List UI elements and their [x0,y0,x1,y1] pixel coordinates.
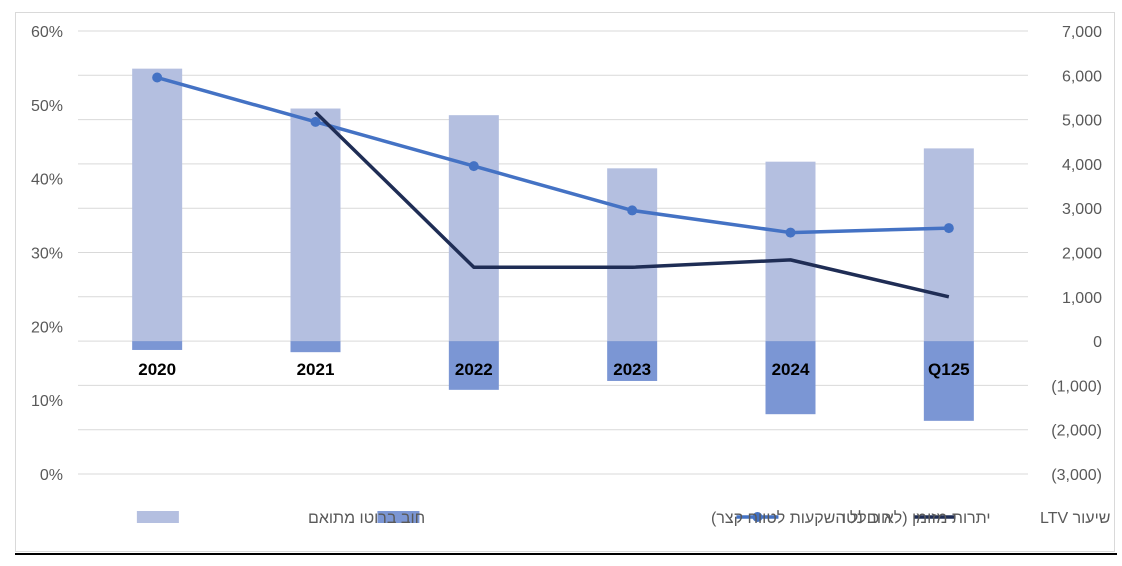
right-tick-label: 7,000 [1062,24,1102,41]
bar [607,168,658,342]
bar [290,108,341,342]
left-axis-ticks: 60% 50% 40% 30% 20% 10% 0% [31,24,63,484]
right-tick-label: (1,000) [1051,378,1102,395]
right-tick-label: 6,000 [1062,68,1102,85]
data-point [468,161,479,172]
bar [290,341,341,353]
data-point [627,205,638,216]
legend-item: חוב נטו [736,510,892,527]
left-tick-label: 0% [40,467,63,484]
bar [132,68,183,342]
legend-item: יתרות מזומן (לא כולל השקעות לטווח קצר) [377,509,991,527]
category-label: 2023 [613,360,651,379]
left-tick-label: 30% [31,246,63,263]
bar [923,341,974,421]
legend-marker [752,512,763,522]
left-tick-label: 20% [31,319,63,336]
right-tick-label: 3,000 [1062,201,1102,218]
legend-item: חוב ברוטו מתואם [136,510,425,527]
lines [152,72,954,299]
bars [132,68,974,421]
bottom-rule [15,553,1117,555]
legend-label: חוב נטו [842,510,892,527]
legend-swatch [377,511,420,523]
right-tick-label: (3,000) [1051,467,1102,484]
category-label: 2022 [455,360,493,379]
legend-swatch [136,511,179,523]
right-tick-label: 2,000 [1062,246,1102,263]
gridlines [78,30,1028,475]
legend-label: יתרות מזומן (לא כולל השקעות לטווח קצר) [711,509,991,527]
left-tick-label: 50% [31,98,63,115]
bar [607,341,658,381]
left-tick-label: 40% [31,172,63,189]
bar [448,115,499,342]
bar [448,341,499,390]
chart-frame [15,12,1115,552]
legend-label: חוב ברוטו מתואם [308,510,425,527]
bar [765,341,816,415]
data-point [943,223,954,234]
left-tick-label: 10% [31,393,63,410]
right-axis-ticks: 7,000 6,000 5,000 4,000 3,000 2,000 1,000 0 (1,0… [1051,24,1102,484]
series-line [314,110,950,299]
right-tick-label: 0 [1093,334,1102,351]
data-point [310,116,321,127]
left-tick-label: 60% [31,24,63,41]
data-point [785,227,796,238]
data-point [152,72,163,83]
category-labels: 2020 2021 2022 2023 2024 Q125 [138,360,969,379]
category-label: 2024 [772,360,810,379]
bar [765,161,816,342]
right-tick-label: (2,000) [1051,423,1102,440]
legend-label: שיעור LTV [1040,510,1110,527]
category-label: Q125 [928,360,970,379]
bar [132,341,183,350]
series-line [156,75,949,235]
category-label: 2020 [138,360,176,379]
bar [923,148,974,342]
right-tick-label: 4,000 [1062,157,1102,174]
legend-item: שיעור LTV [913,510,1110,527]
category-label: 2021 [297,360,335,379]
right-tick-label: 5,000 [1062,113,1102,130]
right-tick-label: 1,000 [1062,290,1102,307]
